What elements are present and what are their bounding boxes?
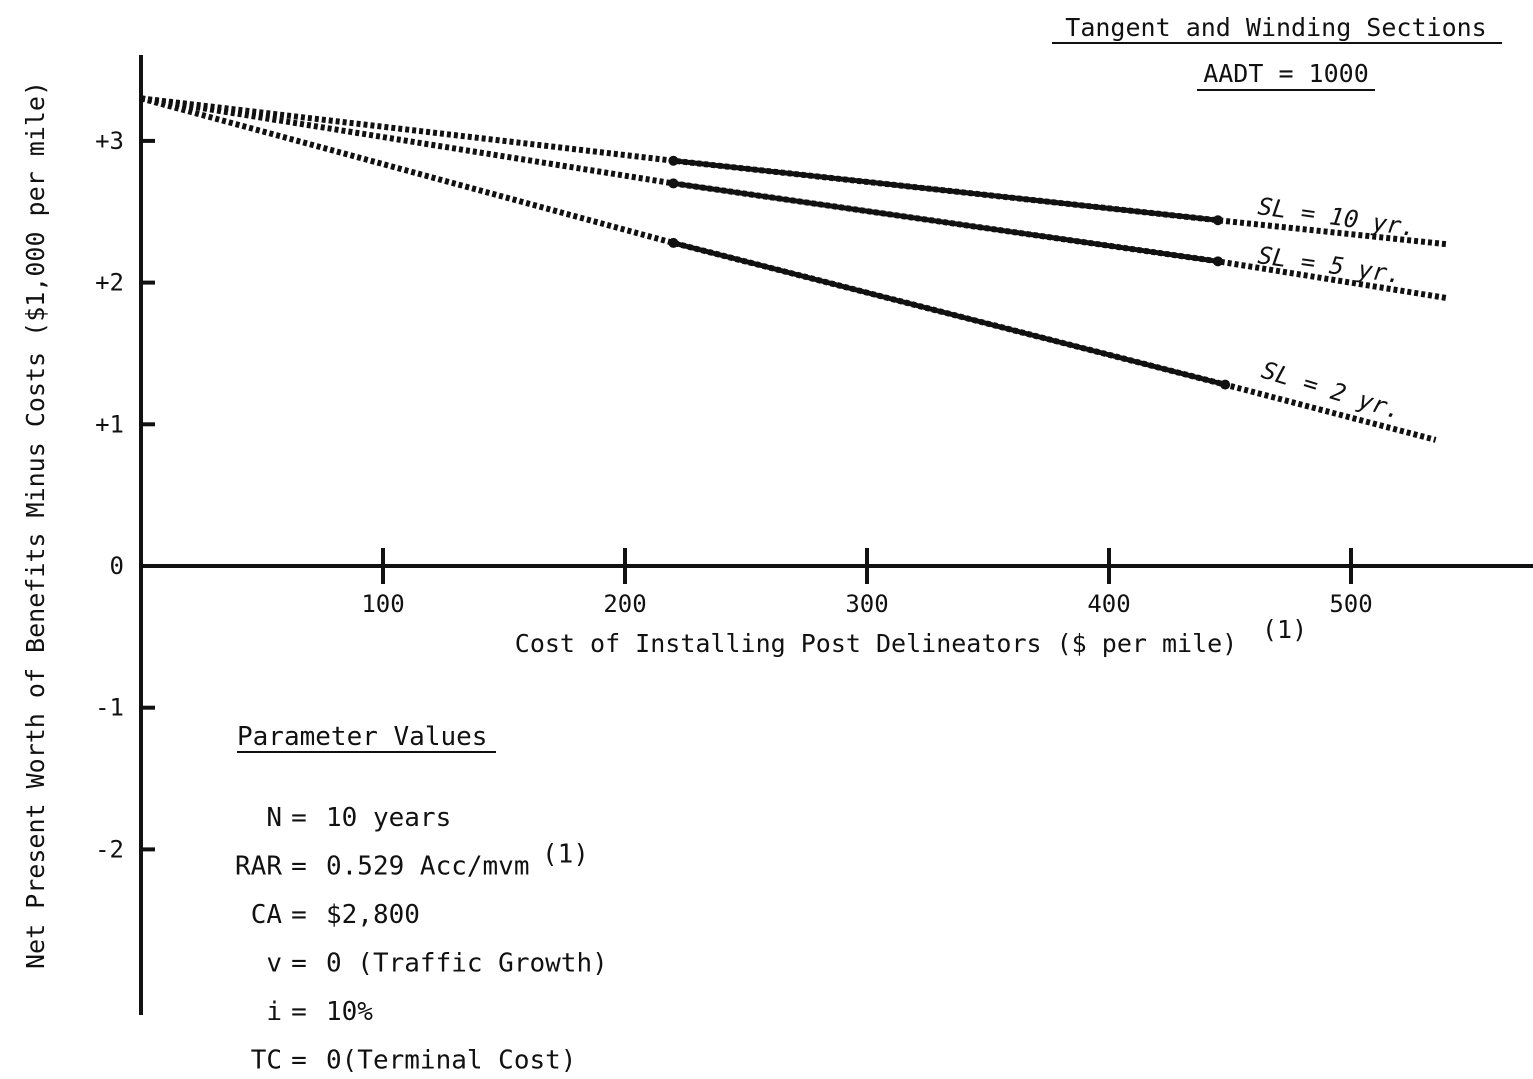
parameter-row: CA = $2,800: [251, 900, 420, 930]
series-point: [668, 178, 679, 189]
parameter-equals: =: [291, 852, 307, 882]
parameter-value: 10 years: [326, 803, 451, 833]
series-solid-segment: [673, 180, 1219, 264]
series-line: SL = 5 yr.: [140, 95, 1449, 302]
series-dotted-line: [140, 95, 1437, 443]
parameter-equals: =: [291, 900, 307, 930]
series-line: SL = 2 yr.: [140, 95, 1437, 443]
x-tick-label: 100: [361, 590, 404, 618]
parameter-equals: =: [291, 1046, 307, 1076]
y-tick-label: +3: [95, 127, 124, 155]
parameter-superscript: (1): [542, 840, 589, 870]
series-point: [1212, 256, 1223, 267]
parameter-equals: =: [291, 803, 307, 833]
x-tick-label: 200: [603, 590, 646, 618]
parameter-symbol: i: [266, 997, 282, 1027]
x-axis-title: Cost of Installing Post Delineators ($ p…: [515, 629, 1237, 658]
parameter-row: N = 10 years: [266, 803, 451, 833]
y-axis-title: Net Present Worth of Benefits Minus Cost…: [21, 81, 50, 969]
parameter-symbol: RAR: [235, 852, 282, 882]
y-tick-label: 0: [110, 552, 124, 580]
parameter-value: 10%: [326, 997, 373, 1027]
parameter-row: RAR = 0.529 Acc/mvm (1): [235, 840, 589, 882]
parameter-value: 0.529 Acc/mvm: [326, 852, 530, 882]
series-label: SL = 10 yr.: [1256, 192, 1417, 242]
parameter-row: TC = 0(Terminal Cost): [251, 1046, 577, 1076]
series-solid-segment: [672, 240, 1226, 388]
parameter-symbol: v: [266, 949, 282, 979]
series-point: [668, 237, 679, 248]
series-point: [1212, 215, 1223, 226]
header-title: Tangent and Winding Sections: [1065, 13, 1486, 42]
parameter-value: $2,800: [326, 900, 420, 930]
parameter-row: v = 0 (Traffic Growth): [266, 949, 607, 979]
parameter-equals: =: [291, 997, 307, 1027]
parameter-row: i = 10%: [266, 997, 373, 1027]
x-tick-label: 500: [1329, 590, 1372, 618]
x-tick-label: 300: [845, 590, 888, 618]
series-dotted-line: [140, 95, 1449, 248]
y-tick-label: +2: [95, 269, 124, 297]
y-tick-label: +1: [95, 410, 124, 438]
series-line: SL = 10 yr.: [140, 95, 1449, 248]
y-tick-label: -1: [95, 694, 124, 722]
series-point: [1220, 379, 1231, 390]
series-point: [668, 155, 679, 166]
series-label: SL = 5 yr.: [1256, 241, 1403, 289]
x-tick-label: 400: [1087, 590, 1130, 618]
parameter-symbol: TC: [251, 1046, 282, 1076]
series-label: SL = 2 yr.: [1258, 356, 1404, 425]
parameter-value: 0 (Traffic Growth): [326, 949, 608, 979]
parameter-symbol: N: [266, 803, 282, 833]
parameter-values-title: Parameter Values: [237, 722, 487, 752]
parameter-value: 0(Terminal Cost): [326, 1046, 576, 1076]
x-axis-title-superscript: (1): [1262, 615, 1307, 644]
parameter-symbol: CA: [251, 900, 283, 930]
y-tick-label: -2: [95, 835, 124, 863]
series-solid-segment: [673, 158, 1219, 223]
parameter-equals: =: [291, 949, 307, 979]
header-aadt: AADT = 1000: [1203, 59, 1369, 88]
